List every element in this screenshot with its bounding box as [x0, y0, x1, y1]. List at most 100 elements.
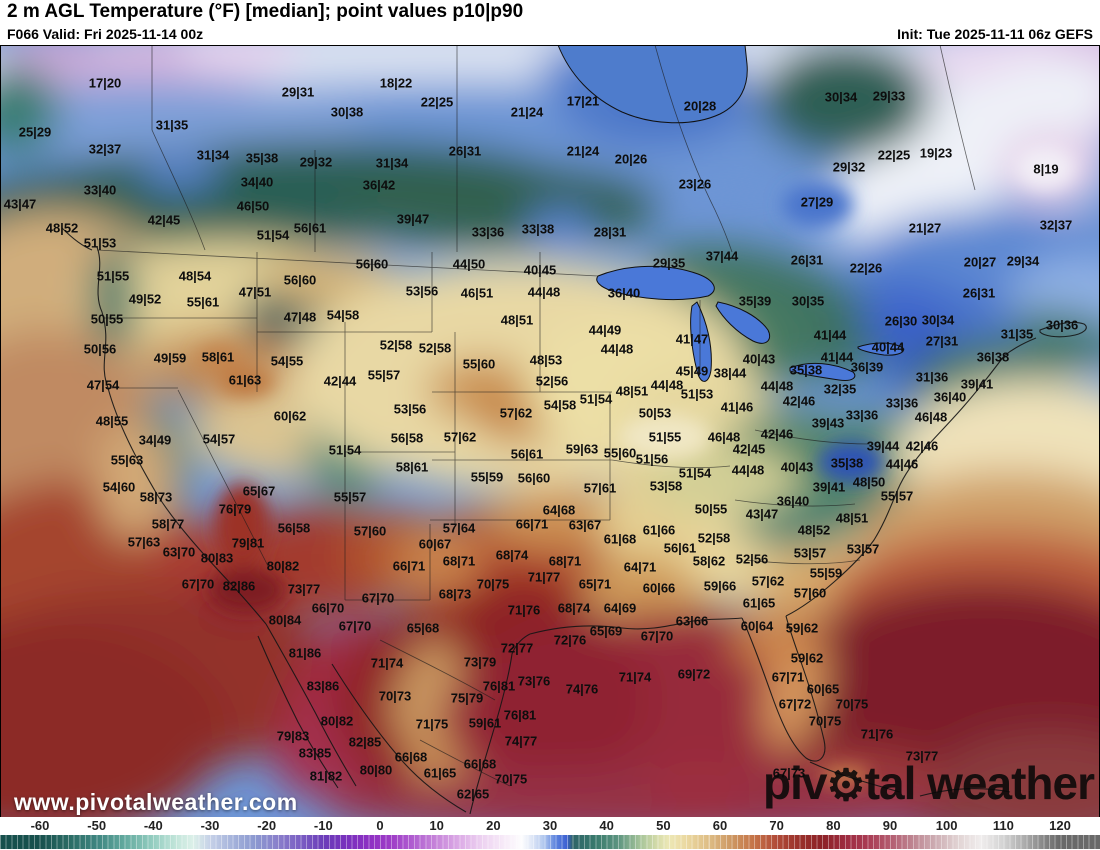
- station-value: 41|47: [675, 331, 709, 347]
- station-value: 70|75: [835, 696, 869, 712]
- map-borders: [61, 227, 1087, 815]
- station-value: 22|26: [849, 260, 883, 276]
- station-value: 37|44: [705, 248, 739, 264]
- station-value: 44|48: [760, 378, 794, 394]
- station-value: 39|44: [866, 438, 900, 454]
- station-value: 55|57: [367, 367, 401, 383]
- watermark: www.pivotalweather.com: [14, 789, 298, 815]
- station-value: 65|69: [589, 623, 623, 639]
- station-value: 66|68: [394, 749, 428, 765]
- station-value: 73|76: [517, 673, 551, 689]
- station-value: 79|83: [276, 728, 310, 744]
- station-value: 42|45: [732, 441, 766, 457]
- station-value: 31|34: [196, 147, 230, 163]
- station-value: 43|47: [745, 506, 779, 522]
- station-value: 38|44: [713, 365, 747, 381]
- station-value: 17|20: [88, 75, 122, 91]
- station-value: 61|63: [228, 372, 262, 388]
- logo-text-pre: piv: [763, 757, 827, 809]
- station-value: 41|44: [813, 327, 847, 343]
- station-value: 33|36: [845, 407, 879, 423]
- logo-text-post: tal weather: [864, 757, 1095, 809]
- station-value: 54|55: [270, 353, 304, 369]
- station-value: 35|38: [245, 150, 279, 166]
- station-value: 57|63: [127, 534, 161, 550]
- station-value: 20|28: [683, 98, 717, 114]
- station-value: 29|33: [872, 88, 906, 104]
- station-value: 50|55: [694, 501, 728, 517]
- station-value: 67|71: [771, 669, 805, 685]
- station-value: 30|35: [791, 293, 825, 309]
- colorbar-tick-label: 30: [542, 818, 558, 833]
- station-value: 82|86: [222, 578, 256, 594]
- station-value: 36|39: [850, 359, 884, 375]
- station-value: 31|36: [915, 369, 949, 385]
- colorbar-tick-label: -40: [143, 818, 163, 833]
- station-value: 59|62: [785, 620, 819, 636]
- station-value: 30|38: [330, 104, 364, 120]
- station-value: 27|31: [925, 333, 959, 349]
- station-value: 58|73: [139, 489, 173, 505]
- station-value: 39|41: [812, 479, 846, 495]
- station-value: 70|75: [494, 771, 528, 787]
- station-value: 70|73: [378, 688, 412, 704]
- station-value: 71|75: [415, 716, 449, 732]
- station-value: 66|68: [463, 756, 497, 772]
- station-value: 29|32: [299, 154, 333, 170]
- colorbar-tick-label: -20: [257, 818, 277, 833]
- station-value: 65|68: [406, 620, 440, 636]
- station-value: 56|60: [517, 470, 551, 486]
- pivotal-weather-logo: piv⚙tal weather: [763, 757, 1095, 809]
- station-value: 31|35: [155, 117, 189, 133]
- station-value: 44|46: [885, 456, 919, 472]
- station-value: 68|74: [495, 547, 529, 563]
- station-value: 52|58: [697, 530, 731, 546]
- station-value: 54|58: [326, 307, 360, 323]
- station-value: 48|52: [45, 220, 79, 236]
- station-value: 32|37: [88, 141, 122, 157]
- station-value: 25|29: [18, 124, 52, 140]
- station-value: 71|77: [527, 569, 561, 585]
- station-value: 48|54: [178, 268, 212, 284]
- station-value: 52|56: [735, 551, 769, 567]
- field-small-blobs: [198, 146, 1075, 785]
- station-value: 52|58: [379, 337, 413, 353]
- station-value: 65|67: [242, 483, 276, 499]
- station-value: 82|85: [348, 734, 382, 750]
- station-value: 52|56: [535, 373, 569, 389]
- station-value: 29|35: [652, 255, 686, 271]
- valid-time-label: F066 Valid: Fri 2025-11-14 00z: [7, 26, 204, 42]
- station-value: 35|39: [738, 293, 772, 309]
- station-value: 83|85: [298, 745, 332, 761]
- station-value: 63|70: [162, 544, 196, 560]
- station-value: 33|38: [521, 221, 555, 237]
- station-value: 39|47: [396, 211, 430, 227]
- station-value: 67|70: [338, 618, 372, 634]
- station-value: 80|82: [320, 713, 354, 729]
- station-value: 48|50: [852, 474, 886, 490]
- station-value: 59|62: [790, 650, 824, 666]
- header: 2 m AGL Temperature (°F) [median]; point…: [0, 0, 1100, 45]
- station-value: 74|76: [565, 681, 599, 697]
- field-large-blobs: [0, 5, 1100, 850]
- colorbar-tick-label: 60: [712, 818, 728, 833]
- station-value: 47|48: [283, 309, 317, 325]
- station-value: 22|25: [877, 147, 911, 163]
- colorbar-tick-label: 50: [656, 818, 671, 833]
- colorbar-tick-label: -60: [30, 818, 50, 833]
- station-value: 61|65: [742, 595, 776, 611]
- station-value: 51|55: [96, 268, 130, 284]
- station-value: 20|26: [614, 151, 648, 167]
- station-value: 41|46: [720, 399, 754, 415]
- station-value: 60|65: [806, 681, 840, 697]
- station-value: 22|25: [420, 94, 454, 110]
- station-value: 46|48: [914, 409, 948, 425]
- station-value: 8|19: [1033, 161, 1059, 177]
- station-value: 57|60: [793, 585, 827, 601]
- station-value: 21|24: [510, 104, 544, 120]
- station-value: 32|35: [823, 381, 857, 397]
- station-value: 63|66: [675, 613, 709, 629]
- station-value: 26|31: [448, 143, 482, 159]
- station-value: 27|29: [800, 194, 834, 210]
- station-value: 53|57: [846, 541, 880, 557]
